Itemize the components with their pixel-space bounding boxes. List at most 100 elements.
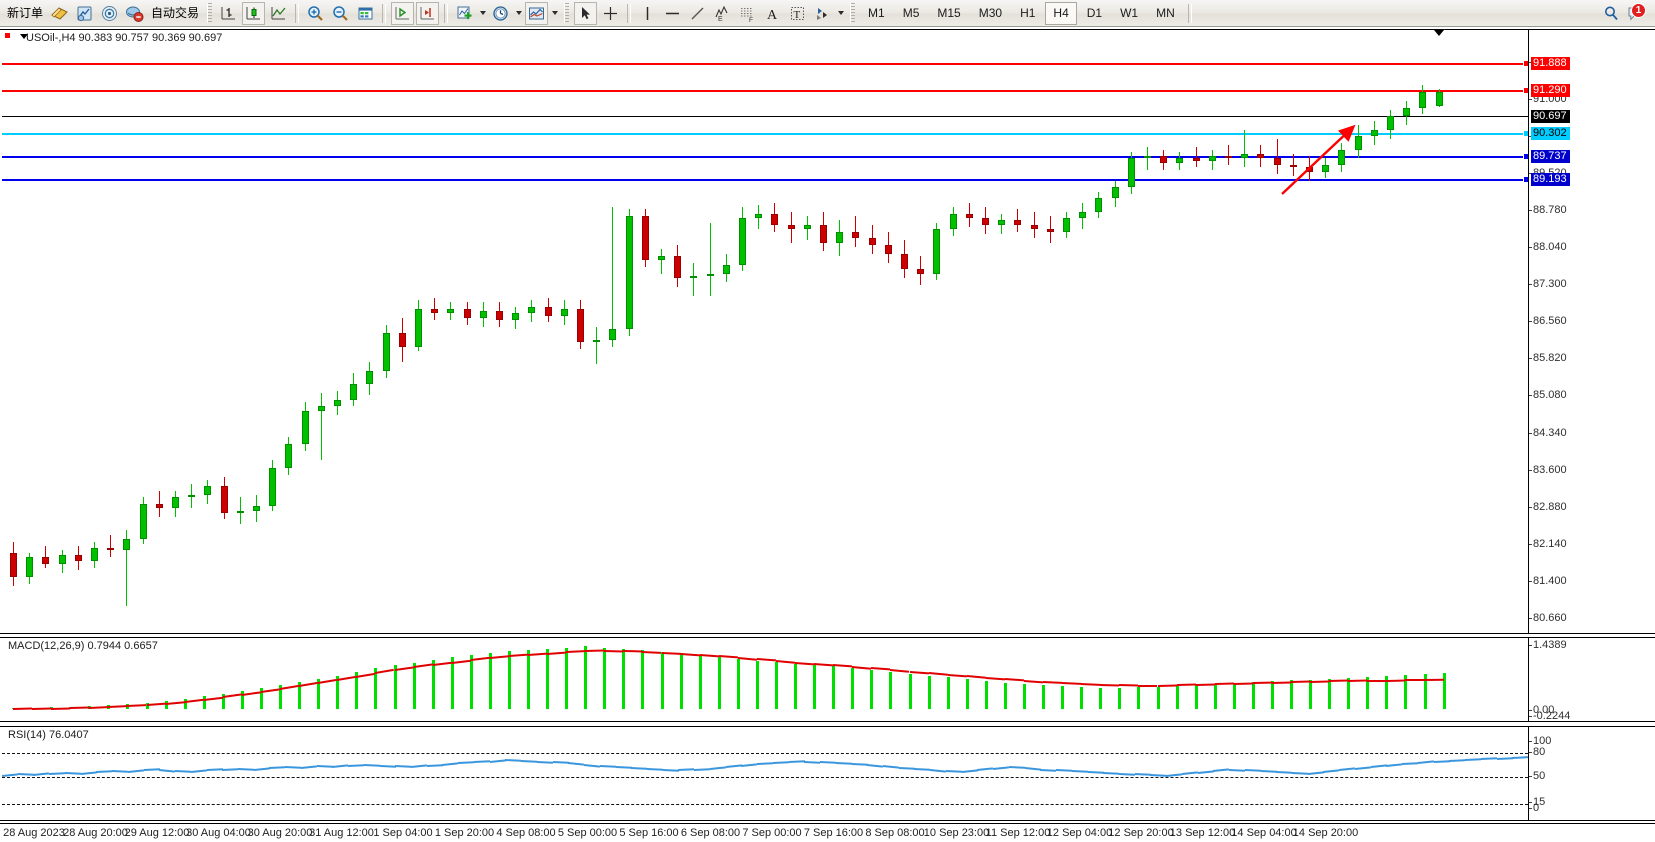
timeframe-m1[interactable]: M1 [868, 5, 885, 20]
candlestick [1419, 30, 1427, 633]
elliott-wave-icon[interactable]: E [711, 2, 734, 25]
price-level-tag[interactable]: 91.290 [1531, 84, 1570, 97]
fibonacci-icon[interactable]: F [736, 2, 759, 25]
macd-histogram-bar [431, 660, 435, 709]
trendline-icon[interactable] [686, 2, 709, 25]
price-level-tag[interactable]: 90.302 [1531, 127, 1570, 140]
autotrade-button[interactable]: 自动交易 [151, 5, 200, 20]
rsi-plot-area[interactable]: RSI(14) 76.0407 [2, 727, 1528, 820]
macd-histogram-bar [965, 679, 969, 709]
timeframe-m30[interactable]: M30 [978, 5, 1003, 20]
toolbar-separator [1187, 3, 1192, 23]
candlestick-chart-icon[interactable] [242, 1, 266, 25]
period-clock-icon[interactable] [489, 2, 512, 25]
macd-signal-segment [1195, 683, 1215, 686]
macd-signal-segment [947, 673, 967, 678]
line-chart-icon[interactable] [267, 2, 290, 25]
timeframe-w1[interactable]: W1 [1120, 5, 1139, 20]
rsi-line-segment [662, 768, 679, 772]
text-box-icon[interactable]: T [786, 2, 809, 25]
signals-icon[interactable] [98, 2, 121, 25]
candlestick [431, 30, 439, 633]
macd-pane[interactable]: MACD(12,26,9) 0.7944 0.6657 1.4389 0.00 -0… [0, 637, 1655, 722]
candlestick [755, 30, 763, 633]
rsi-line-segment [1354, 766, 1371, 770]
search-icon[interactable] [1600, 2, 1623, 25]
rsi-line-segment [269, 766, 286, 770]
timeframe-d1[interactable]: D1 [1086, 5, 1103, 20]
candlestick [1208, 30, 1216, 633]
macd-histogram-bar [507, 651, 511, 709]
macd-signal-segment [165, 700, 185, 705]
crosshair-icon[interactable] [599, 2, 622, 25]
macd-histogram-bar [813, 665, 817, 709]
period-dropdown-icon[interactable] [513, 2, 524, 25]
macd-histogram-bar [240, 690, 244, 709]
rsi-line-segment [804, 760, 821, 764]
autotrade-icon[interactable] [123, 2, 146, 25]
time-tick-label: 1 Sep 20:00 [434, 827, 495, 839]
candlestick [58, 30, 66, 633]
macd-signal-segment [585, 649, 605, 653]
rsi-line-segment [1229, 768, 1245, 772]
macd-signal-segment [814, 662, 834, 667]
shapes-icon[interactable] [811, 2, 834, 25]
macd-histogram-bar [1423, 674, 1427, 709]
timeframe-mn[interactable]: MN [1156, 5, 1175, 20]
timeframe-h4[interactable]: H4 [1045, 1, 1077, 25]
price-level-tag[interactable]: 90.697 [1531, 110, 1570, 123]
price-plot-area[interactable]: USOil-,H4 90.383 90.757 90.369 90.697 [2, 30, 1528, 633]
zoom-out-icon[interactable] [329, 2, 352, 25]
shapes-dropdown-icon[interactable] [835, 2, 846, 25]
candlestick [593, 30, 601, 633]
symbol-collapse-icon[interactable] [20, 34, 28, 39]
shift-start-icon[interactable] [391, 1, 415, 25]
chart-workspace[interactable]: USOil-,H4 90.383 90.757 90.369 90.697 91… [0, 27, 1655, 842]
vertical-line-icon[interactable] [636, 2, 659, 25]
bar-chart-icon[interactable] [217, 2, 240, 25]
macd-histogram-bar [1003, 682, 1007, 709]
cursor-icon[interactable] [574, 1, 598, 25]
rsi-level-line [2, 776, 1528, 778]
macd-signal-segment [775, 659, 796, 664]
new-order-button[interactable]: 新订单 [7, 5, 44, 20]
svg-text:T: T [794, 9, 801, 21]
rsi-line-segment [1433, 759, 1450, 763]
rsi-line-segment [552, 761, 569, 765]
toolbar-grip[interactable] [564, 3, 570, 23]
price-level-tag[interactable]: 89.193 [1531, 173, 1570, 186]
timeframe-h1[interactable]: H1 [1020, 5, 1036, 20]
time-tick-label: 12 Sep 04:00 [1046, 827, 1113, 839]
grid-icon[interactable] [354, 2, 377, 25]
candlestick [1225, 30, 1232, 633]
price-level-tag[interactable]: 89.737 [1531, 150, 1570, 163]
market-watch-icon[interactable] [73, 2, 96, 25]
price-level-tag[interactable]: 91.888 [1531, 57, 1570, 70]
toolbar-grip[interactable] [850, 3, 856, 23]
rsi-line-segment [1323, 769, 1340, 773]
text-label-icon[interactable]: A [761, 2, 784, 25]
macd-signal-segment [1290, 680, 1311, 684]
macd-histogram-bar [1366, 676, 1370, 709]
macd-signal-segment [489, 655, 510, 660]
time-axis[interactable]: 28 Aug 2023 28 Aug 20:00 29 Aug 12:00 30 Au… [0, 823, 1655, 842]
timeframe-m5[interactable]: M5 [902, 5, 920, 20]
toolbar-grip[interactable] [207, 3, 213, 23]
price-pane[interactable]: USOil-,H4 90.383 90.757 90.369 90.697 91… [0, 29, 1655, 634]
candlestick [739, 30, 746, 633]
price-axis[interactable]: 91.74091.00090.26089.52088.78088.04087.3… [1528, 30, 1655, 633]
macd-plot-area[interactable]: MACD(12,26,9) 0.7944 0.6657 [2, 638, 1528, 721]
time-tick-label: 6 Sep 08:00 [680, 827, 741, 839]
add-indicator-icon[interactable] [453, 2, 476, 25]
templates-icon[interactable] [525, 1, 549, 25]
macd-histogram-bar [1309, 679, 1313, 709]
alerts-icon[interactable]: 1 [1625, 2, 1648, 25]
rsi-pane[interactable]: RSI(14) 76.0407 100 80 50 15 0 [0, 726, 1655, 821]
add-indicator-dropdown-icon[interactable] [477, 2, 488, 25]
horizontal-line-icon[interactable] [661, 2, 684, 25]
templates-dropdown-icon[interactable] [549, 2, 560, 25]
zoom-in-icon[interactable] [304, 2, 327, 25]
new-order-icon[interactable] [48, 2, 71, 25]
shift-end-icon[interactable] [416, 1, 440, 25]
timeframe-m15[interactable]: M15 [937, 5, 961, 20]
